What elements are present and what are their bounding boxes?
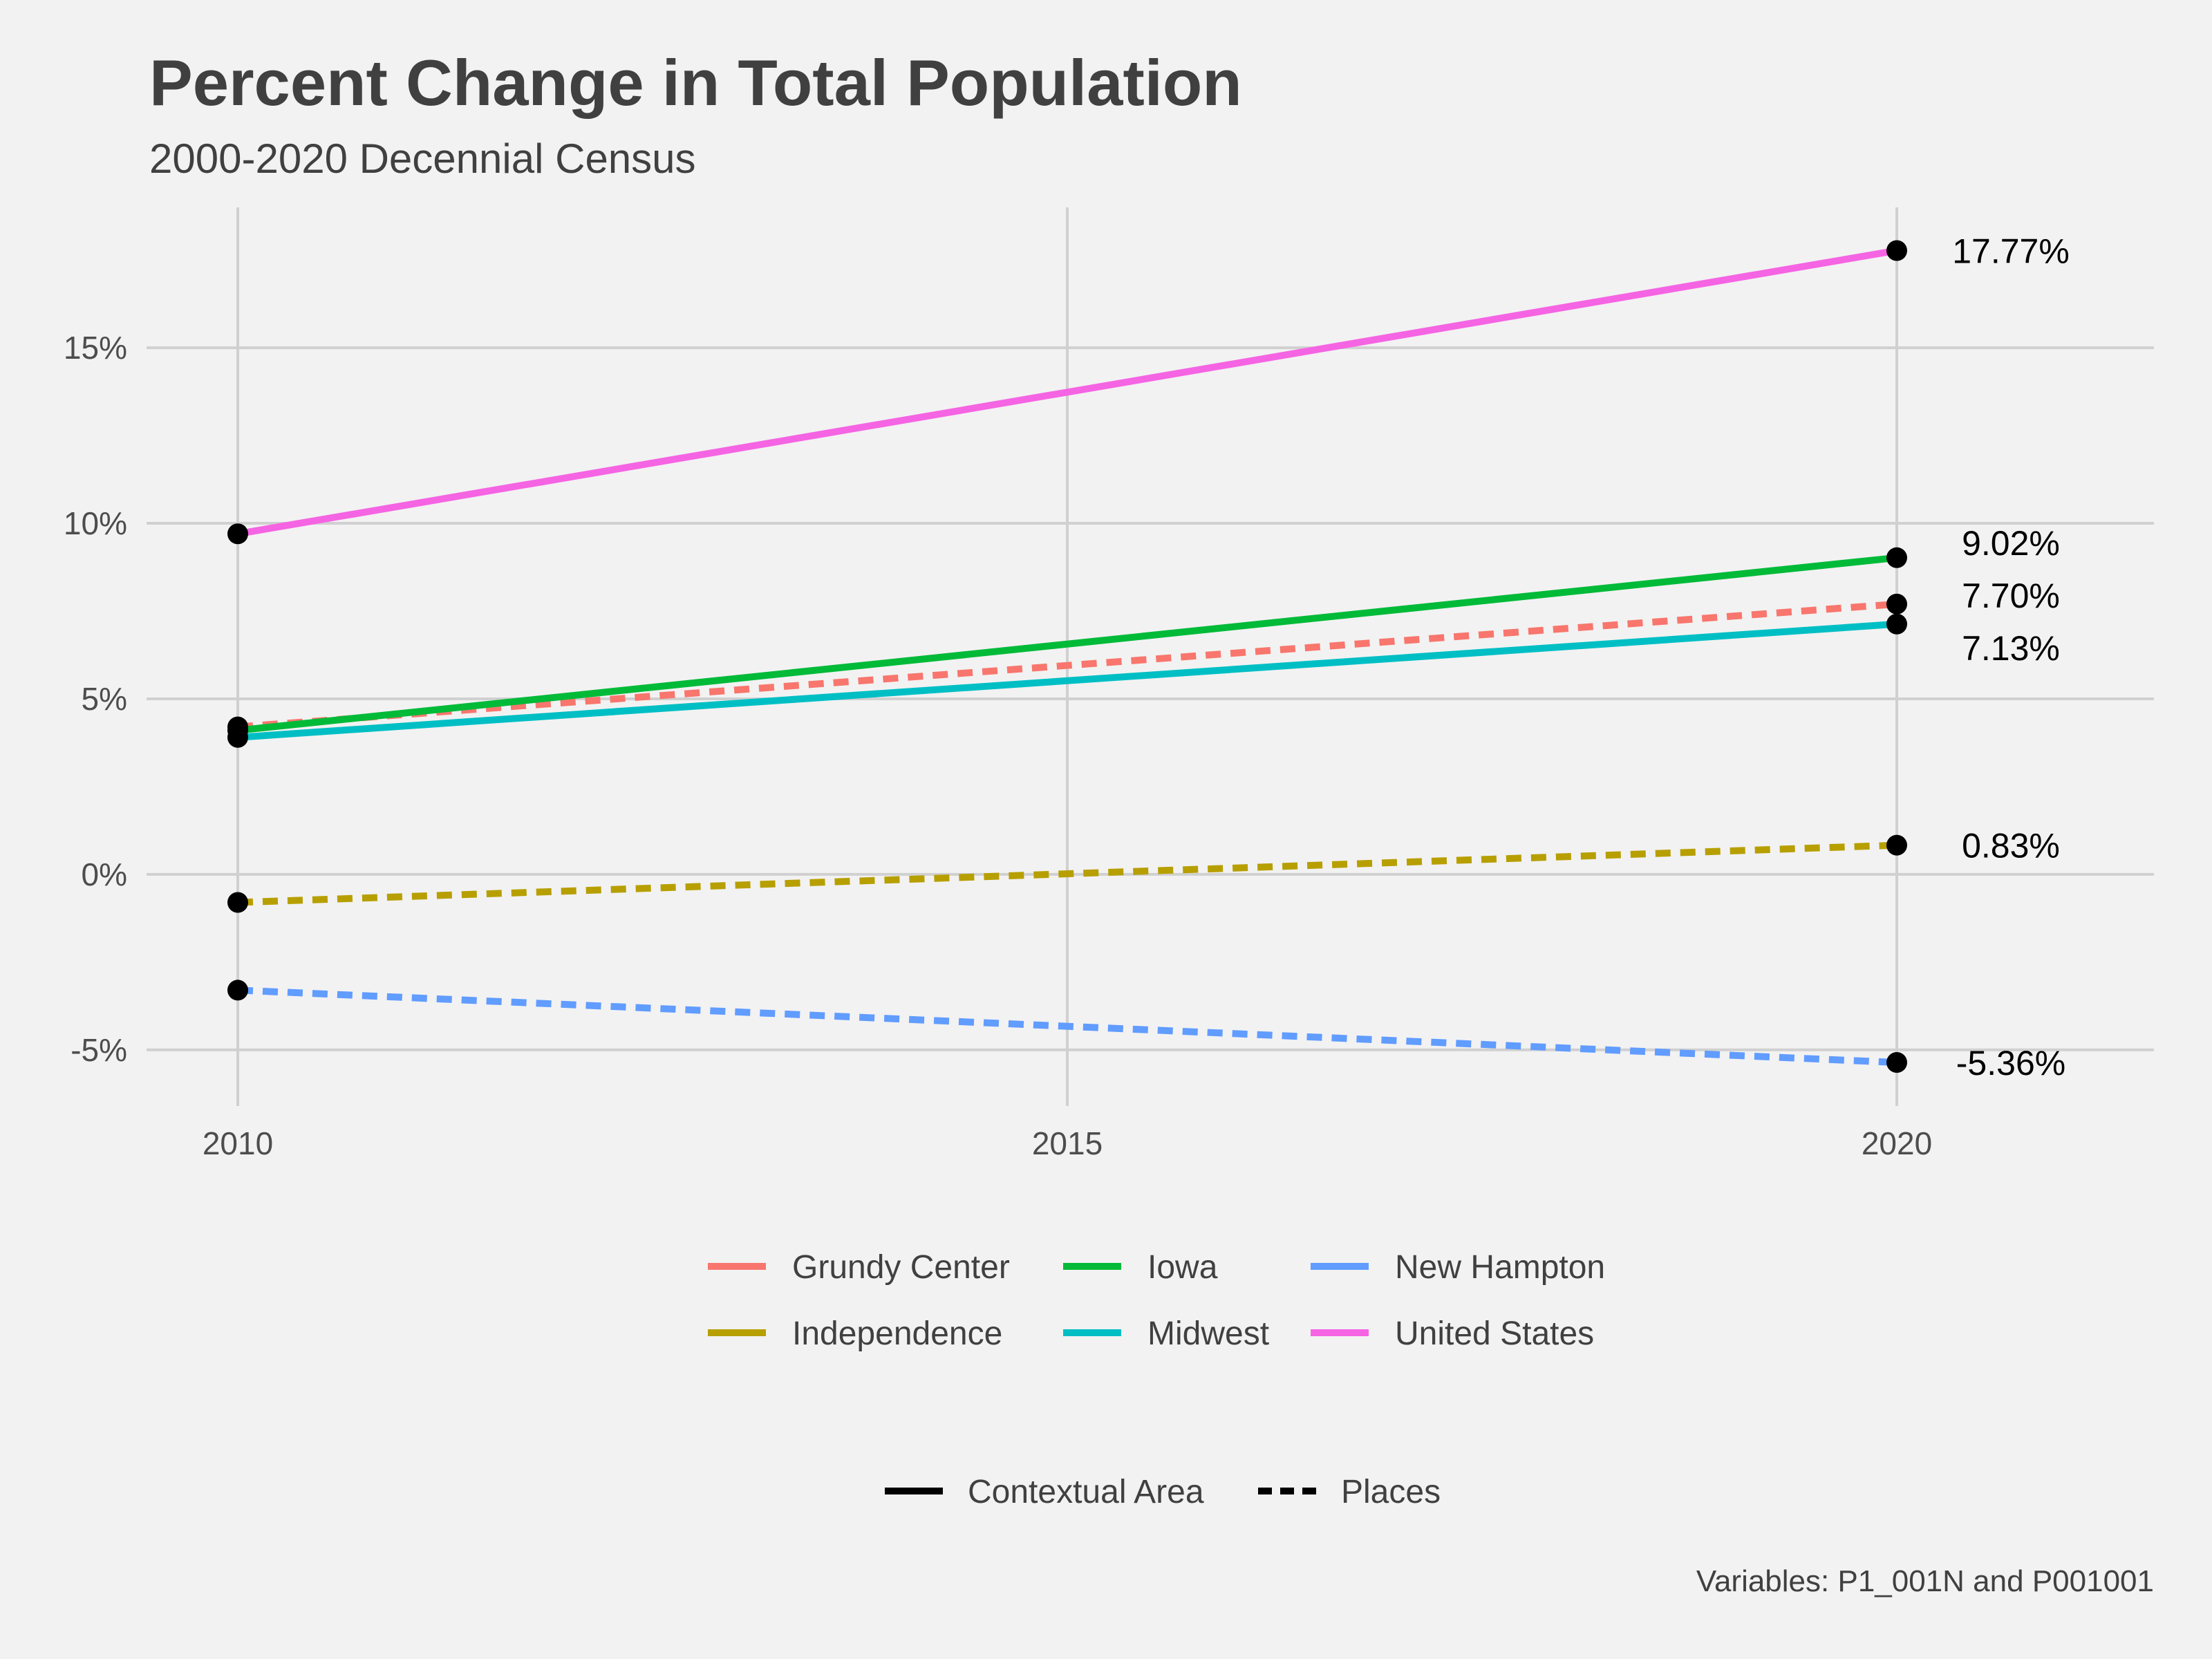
point-new-hampton xyxy=(1886,1052,1907,1074)
end-label-iowa: 9.02% xyxy=(1962,524,2060,563)
series-line-grundy-center xyxy=(237,600,1897,731)
linetype-label-places: Places xyxy=(1341,1474,1441,1510)
y-gridlines xyxy=(147,346,2154,1051)
legend-label-united-states: United States xyxy=(1395,1315,1594,1352)
y-tick-label: 10% xyxy=(64,505,127,541)
y-tick-label: 0% xyxy=(82,856,127,892)
linetype-label-contextual-area: Contextual Area xyxy=(968,1474,1204,1510)
legend-label-independence: Independence xyxy=(792,1315,1002,1352)
end-label-united-states: 17.77% xyxy=(1952,232,2070,270)
legend-label-iowa: Iowa xyxy=(1147,1249,1218,1286)
y-axis-ticks: -5% 0% 5% 10% 15% xyxy=(64,330,127,1068)
legend-label-midwest: Midwest xyxy=(1147,1315,1269,1352)
series-line-iowa xyxy=(237,554,1897,734)
point-independence xyxy=(1886,834,1907,856)
series-line-independence xyxy=(237,841,1897,906)
point-united-states xyxy=(227,523,248,545)
end-label-independence: 0.83% xyxy=(1962,827,2060,865)
x-tick-label: 2020 xyxy=(1862,1125,1932,1161)
point-new-hampton xyxy=(227,980,248,1001)
point-iowa xyxy=(1886,547,1907,568)
x-axis-ticks: 2010 2015 2020 xyxy=(203,1125,1932,1161)
legend-label-new-hampton: New Hampton xyxy=(1395,1249,1605,1286)
y-tick-label: -5% xyxy=(71,1032,127,1068)
linetype-legend: Contextual Area Places xyxy=(885,1474,1441,1510)
data-points xyxy=(227,240,1907,1074)
end-labels: 17.77% 9.02% 7.70% 7.13% 0.83% -5.36% xyxy=(1952,232,2070,1082)
x-tick-label: 2015 xyxy=(1032,1125,1103,1161)
y-tick-label: 5% xyxy=(82,681,127,717)
series-line-new-hampton xyxy=(237,986,1897,1067)
x-tick-label: 2010 xyxy=(203,1125,273,1161)
point-midwest xyxy=(227,727,248,748)
point-midwest xyxy=(1886,613,1907,635)
end-label-new-hampton: -5.36% xyxy=(1956,1044,2065,1082)
point-independence xyxy=(227,892,248,913)
chart-subtitle: 2000-2020 Decennial Census xyxy=(149,135,696,182)
series-lines xyxy=(237,247,1897,1067)
end-label-grundy-center: 7.70% xyxy=(1962,577,2060,615)
chart-caption: Variables: P1_001N and P001001 xyxy=(1696,1564,2154,1598)
end-label-midwest: 7.13% xyxy=(1962,629,2060,668)
series-line-midwest xyxy=(237,620,1897,741)
color-legend: Grundy Center Independence Iowa Midwest New … xyxy=(708,1249,1605,1352)
chart-title: Percent Change in Total Population xyxy=(149,46,1242,119)
legend-label-grundy-center: Grundy Center xyxy=(792,1249,1010,1286)
y-tick-label: 15% xyxy=(64,330,127,366)
point-united-states xyxy=(1886,240,1907,261)
series-line-united-states xyxy=(237,247,1897,538)
point-grundy-center xyxy=(1886,593,1907,615)
x-gridlines xyxy=(236,207,1898,1106)
